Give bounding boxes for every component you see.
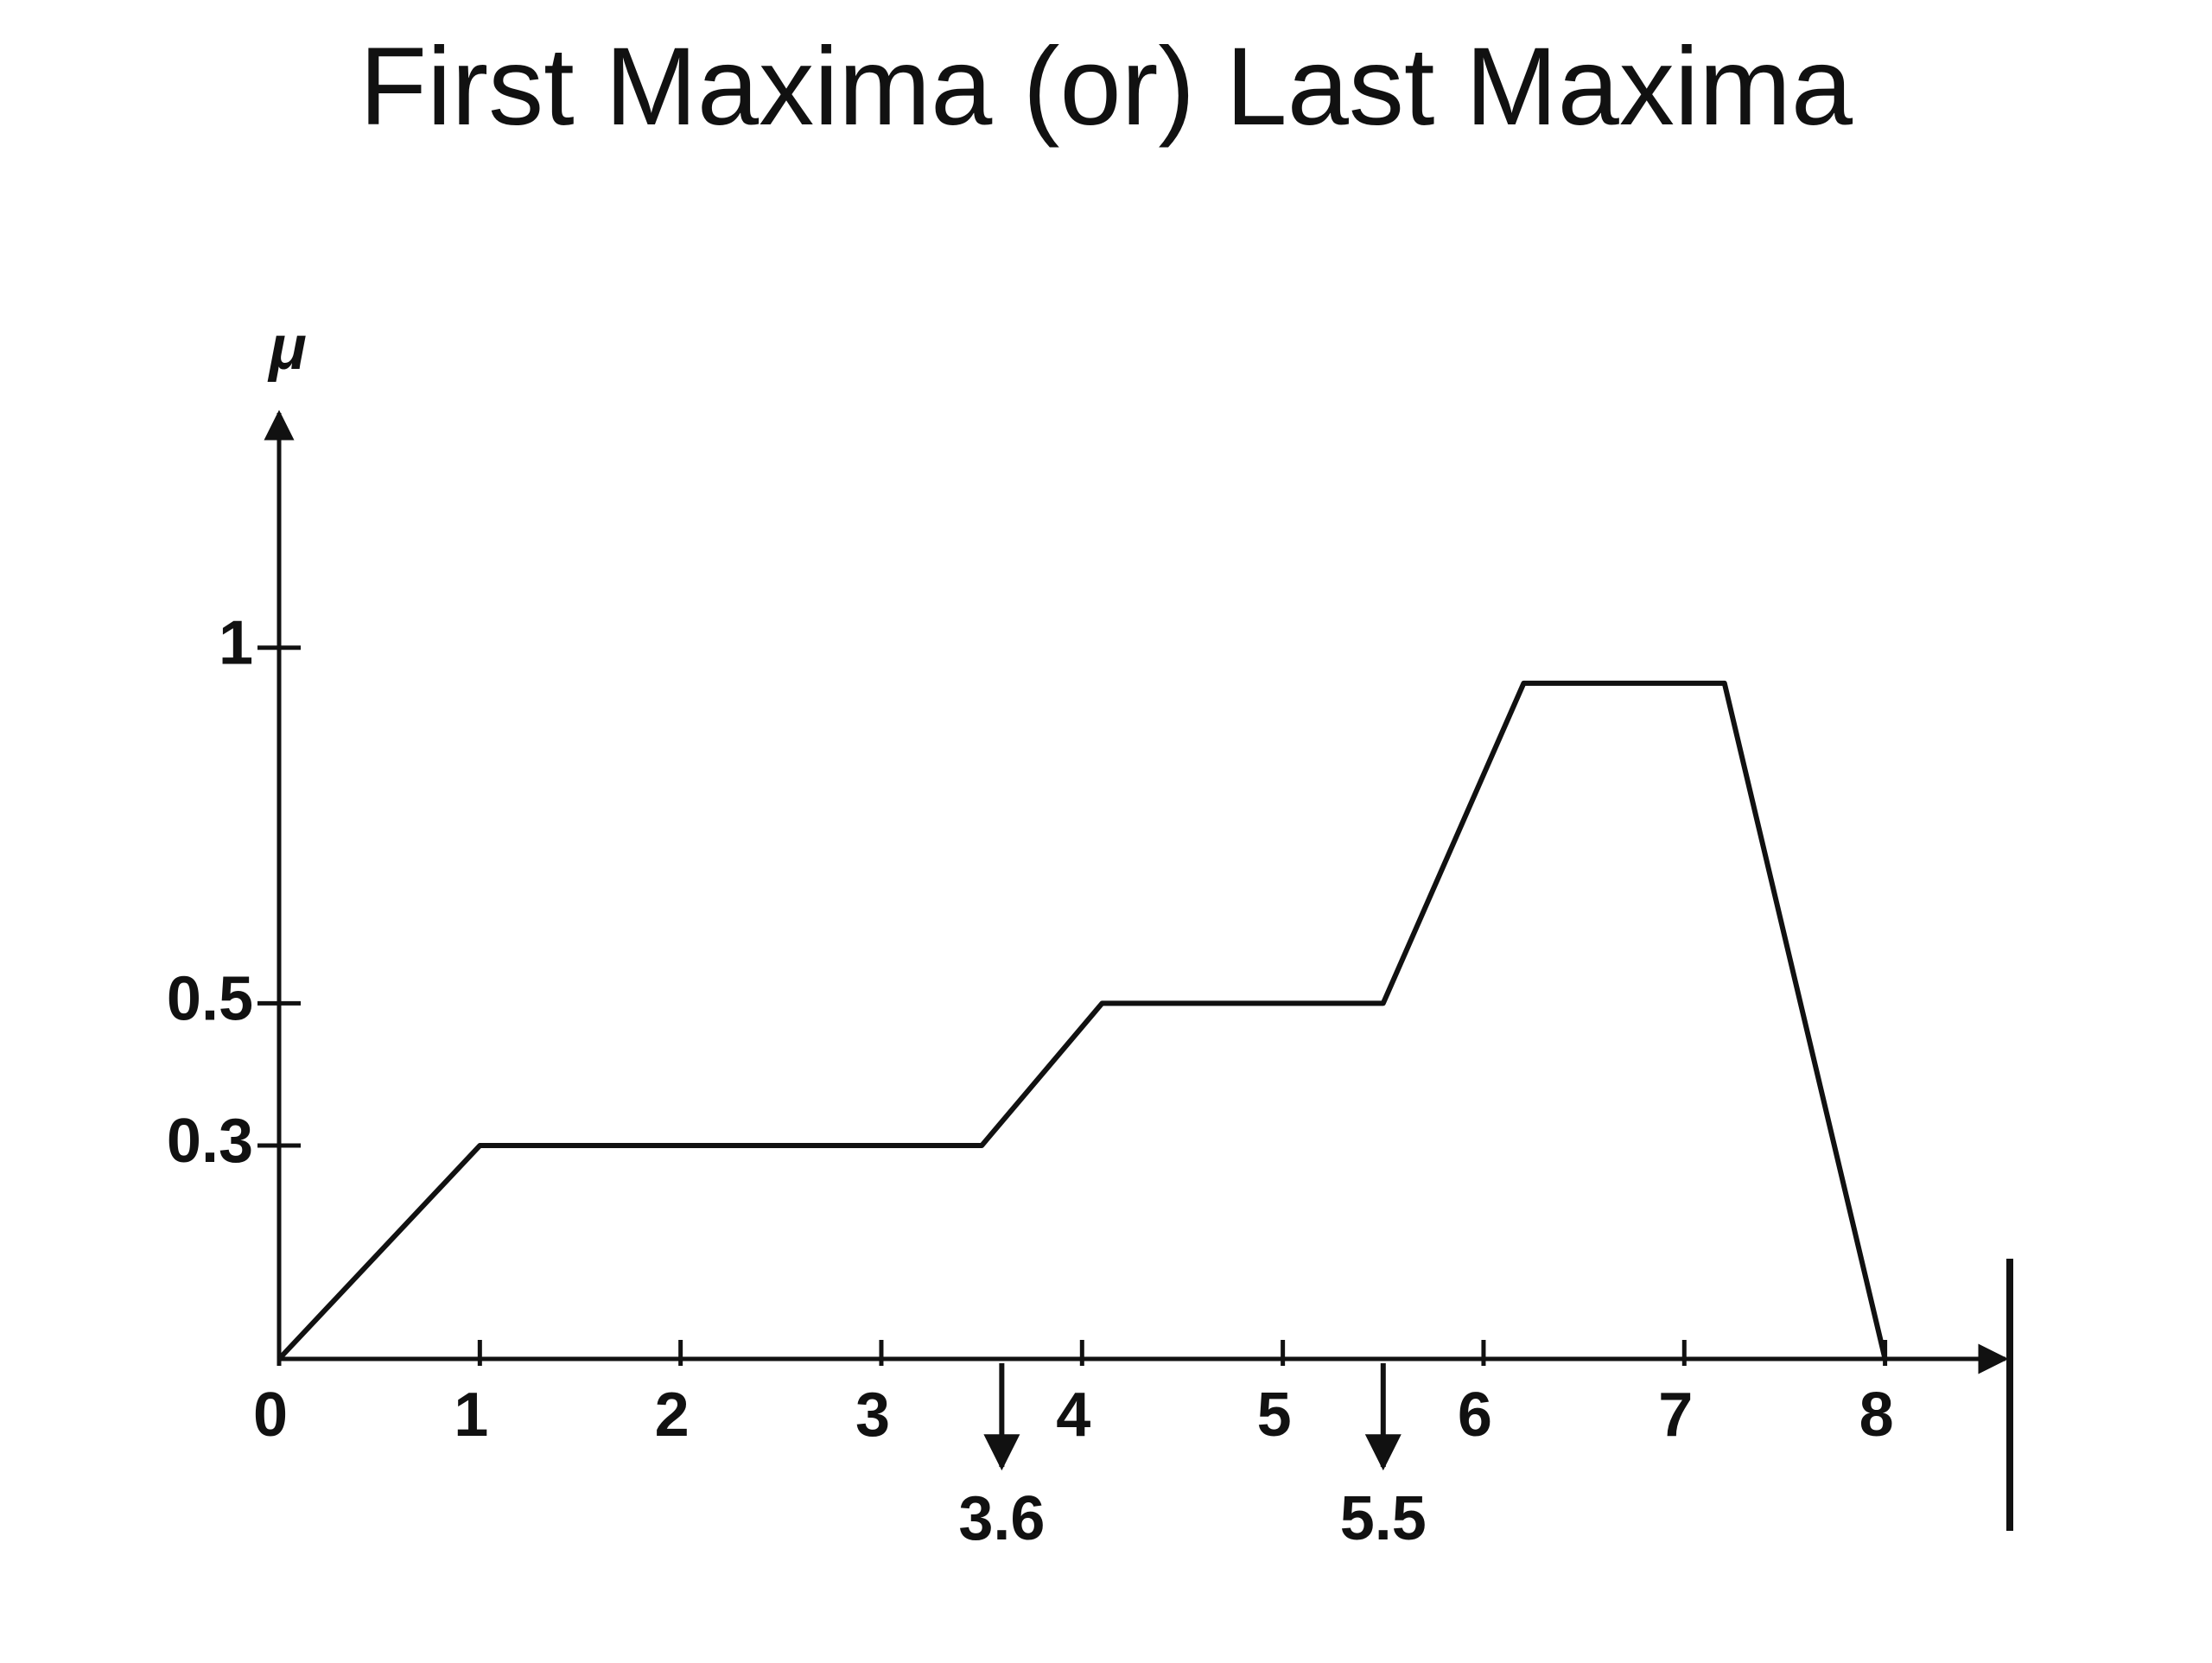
x-tick-label: 6 xyxy=(1458,1381,1492,1450)
annotation-label: 3.6 xyxy=(958,1484,1045,1553)
x-tick-label: 4 xyxy=(1056,1381,1090,1450)
x-tick-label: 7 xyxy=(1658,1381,1693,1450)
x-tick-label: 1 xyxy=(454,1381,488,1450)
annotation-label: 5.5 xyxy=(1340,1484,1427,1553)
x-tick-label: 2 xyxy=(655,1381,690,1450)
x-tick-label: 8 xyxy=(1859,1381,1894,1450)
y-tick-label: 0.3 xyxy=(167,1107,253,1176)
y-tick-label: 1 xyxy=(219,609,253,678)
x-tick-label: 0 xyxy=(253,1381,288,1450)
chart-title: First Maxima (or) Last Maxima xyxy=(359,25,1853,149)
scan-edge xyxy=(2006,1259,2013,1531)
data-line xyxy=(276,680,1888,1362)
y-tick-label: 0.5 xyxy=(167,964,253,1033)
x-tick-label: 3 xyxy=(855,1381,890,1450)
y-axis-label: μ xyxy=(267,314,306,383)
x-tick-label: 5 xyxy=(1257,1381,1292,1450)
